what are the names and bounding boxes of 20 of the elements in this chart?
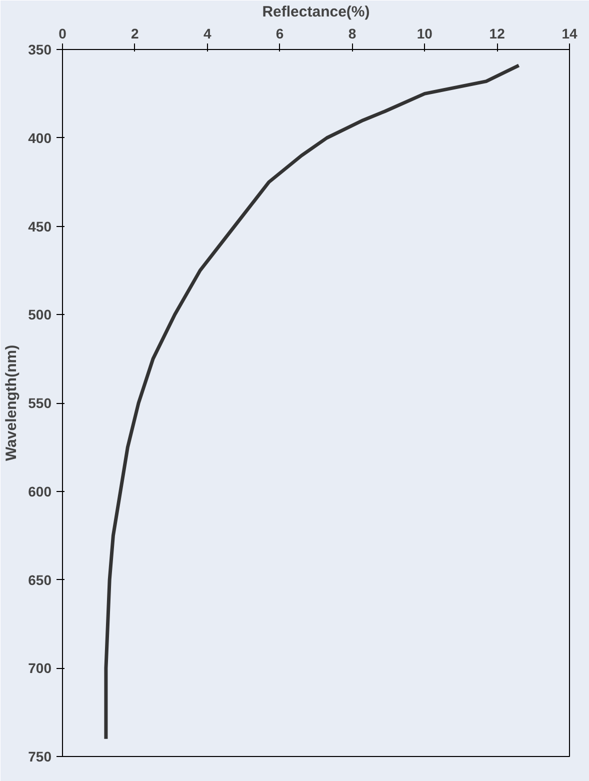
- x-tick-label: 4: [203, 26, 212, 42]
- y-tick-label: 350: [28, 42, 52, 58]
- x-tick-label: 0: [58, 26, 67, 42]
- y-tick-label: 550: [28, 395, 52, 411]
- y-tick-label: 400: [28, 130, 52, 146]
- x-tick-label: 10: [416, 26, 433, 42]
- x-axis-title: Reflectance(%): [262, 4, 370, 20]
- x-tick-label: 14: [562, 26, 578, 42]
- y-tick-label: 450: [28, 218, 52, 234]
- y-axis-title: Wavelength(nm): [3, 344, 20, 462]
- y-tick-label: 750: [28, 748, 52, 764]
- x-tick-label: 6: [276, 26, 284, 42]
- x-tick-label: 8: [348, 26, 356, 42]
- y-tick-label: 700: [28, 660, 52, 676]
- y-tick-label: 650: [28, 572, 52, 588]
- x-tick-label: 2: [131, 26, 140, 42]
- y-tick-label: 500: [28, 306, 52, 323]
- y-tick-label: 600: [28, 483, 52, 500]
- x-tick-label: 12: [489, 26, 506, 42]
- line-series: [104, 64, 521, 741]
